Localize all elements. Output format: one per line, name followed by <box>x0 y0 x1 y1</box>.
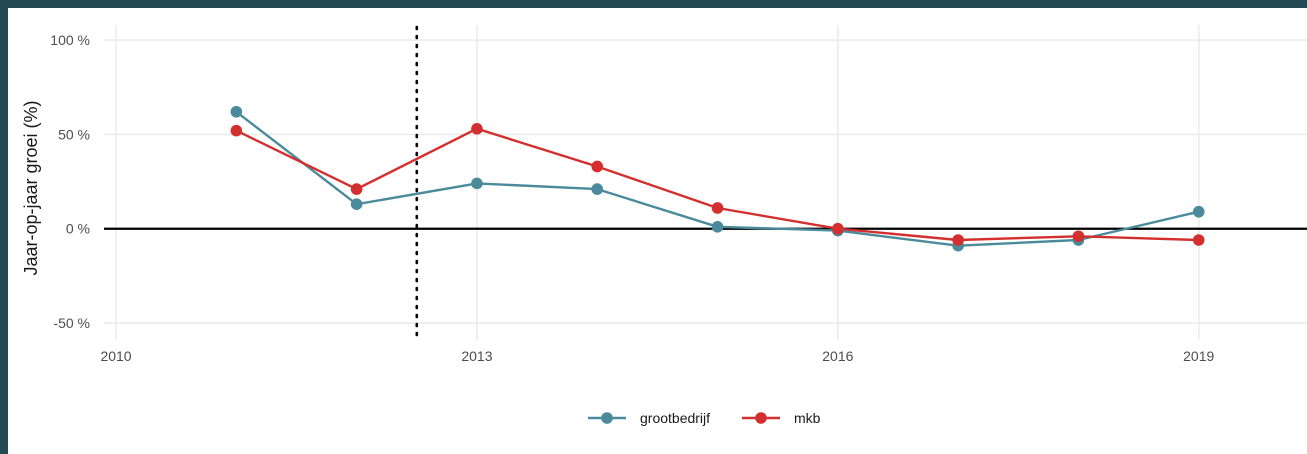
data-point-mkb <box>1072 230 1085 243</box>
y-tick-label: 50 % <box>58 126 90 142</box>
legend-key-point <box>601 412 613 424</box>
legend-label: mkb <box>794 410 821 426</box>
y-axis-title: Jaar-op-jaar groei (%) <box>21 100 41 275</box>
tick-labels: 2010 2013 2016 2019 -50 % 0 % 50 % 100 % <box>50 32 1214 364</box>
data-point-mkb <box>230 124 243 137</box>
legend: grootbedrijf mkb <box>588 410 821 426</box>
data-point-grootbedrijf <box>1192 205 1205 218</box>
data-point-mkb <box>591 160 604 173</box>
data-point-grootbedrijf <box>591 183 604 195</box>
data-point-mkb <box>471 122 483 135</box>
grid <box>104 25 1307 340</box>
x-tick-label: 2019 <box>1183 348 1214 364</box>
x-tick-label: 2016 <box>822 348 853 364</box>
line-chart: 2010 2013 2016 2019 -50 % 0 % 50 % 100 % Jaar-o… <box>21 25 1307 426</box>
chart-panel: 2010 2013 2016 2019 -50 % 0 % 50 % 100 % Jaar-o… <box>8 8 1307 454</box>
x-tick-label: 2013 <box>461 348 492 364</box>
data-point-mkb <box>832 222 844 235</box>
y-tick-label: -50 % <box>53 315 90 331</box>
data-point-mkb <box>350 183 363 195</box>
data-point-grootbedrijf <box>350 198 363 210</box>
data-point-grootbedrijf <box>711 221 724 233</box>
data-point-mkb <box>952 234 964 246</box>
data-point-grootbedrijf <box>471 177 483 190</box>
y-tick-label: 100 % <box>50 32 90 48</box>
data-point-mkb <box>1192 234 1205 246</box>
reference-lines <box>104 25 1307 342</box>
y-tick-label: 0 % <box>66 221 90 237</box>
series <box>230 105 1205 252</box>
legend-label: grootbedrijf <box>640 410 710 426</box>
data-point-grootbedrijf <box>230 105 243 118</box>
x-tick-label: 2010 <box>100 348 131 364</box>
legend-key-point <box>755 412 767 424</box>
data-point-mkb <box>711 202 724 214</box>
